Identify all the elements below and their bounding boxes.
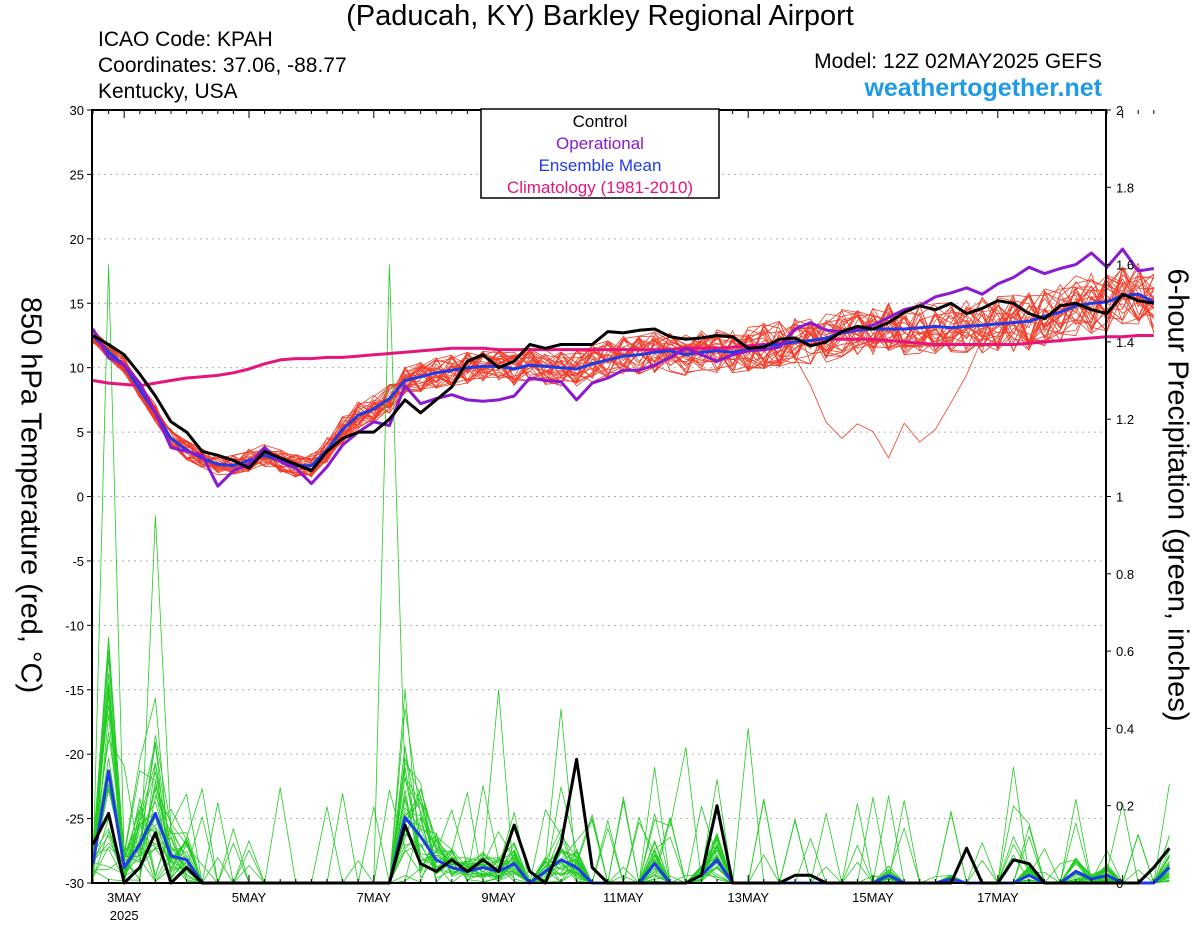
x-tick-label: 3MAY [107,890,142,905]
temp-member-line [92,294,1155,472]
legend-ensemble-mean: Ensemble Mean [539,156,662,175]
y-tick-label: 25 [70,167,84,182]
temp-member-line [92,295,1155,473]
legend-operational: Operational [556,134,644,153]
y-tick-label: 15 [70,296,84,311]
x-tick-label: 5MAY [232,890,267,905]
grid-lines [92,109,1106,884]
y-tick-label: -20 [65,747,84,762]
legend-climatology: Climatology (1981-2010) [507,178,693,197]
x-tick-label: 7MAY [357,890,392,905]
y2-tick-label: 1 [1116,490,1123,505]
plot-frame [91,109,1107,884]
temp-member-line [92,290,1155,476]
precip-member-line [92,515,1170,884]
precip-member-line [92,649,1170,884]
y2-tick-label: 0.4 [1116,721,1134,736]
y2-tick-label: 0.8 [1116,567,1134,582]
y-tick-label: 20 [70,232,84,247]
y2-tick-label: 0.2 [1116,799,1134,814]
legend-control: Control [573,112,628,131]
y-tick-label: 0 [77,490,84,505]
precip-member-line [92,264,1170,884]
y-tick-label: 30 [70,103,84,118]
temp-member-line [92,267,1155,478]
y2-tick-label: 2 [1116,103,1123,118]
coordinates: Coordinates: 37.06, -88.77 [98,54,347,77]
x-tick-label: 15MAY [852,890,894,905]
x-tick-label: 13MAY [727,890,769,905]
y2-tick-label: 0.6 [1116,644,1134,659]
y2-tick-label: 1.2 [1116,412,1134,427]
precip-member-line [92,636,1170,884]
y-tick-label: -10 [65,618,84,633]
x-tick-label: 9MAY [481,890,516,905]
y2-tick-label: 0 [1116,876,1123,891]
y2-tick-label: 1.8 [1116,180,1134,195]
y-tick-label: -30 [65,876,84,891]
x-tick-year: 2025 [110,908,139,923]
chart-title: (Paducah, KY) Barkley Regional Airport [346,0,854,32]
legend: Control Operational Ensemble Mean Climatolo… [480,108,720,199]
precip-members [92,264,1170,884]
y2-tick-label: 1.4 [1116,335,1134,350]
precip-member-line [92,812,1170,884]
control-temp-line [92,292,1155,473]
climatology-line [92,334,1154,388]
precip-member-line [92,640,1170,884]
y-tick-label: 5 [77,425,84,440]
y2-tick-label: 1.6 [1116,258,1134,273]
y-tick-label: -15 [65,683,84,698]
ensemble-mean-temp-line [91,292,1155,468]
model-run: Model: 12Z 02MAY2025 GEFS [814,50,1102,73]
precip-member-line [92,264,1170,884]
legend-box [480,108,720,199]
right-ticks: 2 1.8 1.6 1.4 1.2 1 0.8 0.6 0.4 0.2 0 [1106,103,1134,891]
icao-code: ICAO Code: KPAH [98,28,273,51]
y-tick-label: 10 [70,361,84,376]
region: Kentucky, USA [98,80,238,103]
temp-member-line [92,283,1155,476]
x-tick-label: 11MAY [603,890,644,905]
site-link[interactable]: weathertogether.net [864,74,1102,102]
left-ticks: 30 25 20 15 10 5 0 -5 -10 -15 -20 -25 -30 [65,103,92,891]
x-tick-label: 17MAY [977,890,1019,905]
y-tick-label: -5 [72,554,84,569]
y-tick-label: -25 [65,812,84,827]
temp-member-line [92,273,1155,478]
precip-member-line [92,747,1170,884]
